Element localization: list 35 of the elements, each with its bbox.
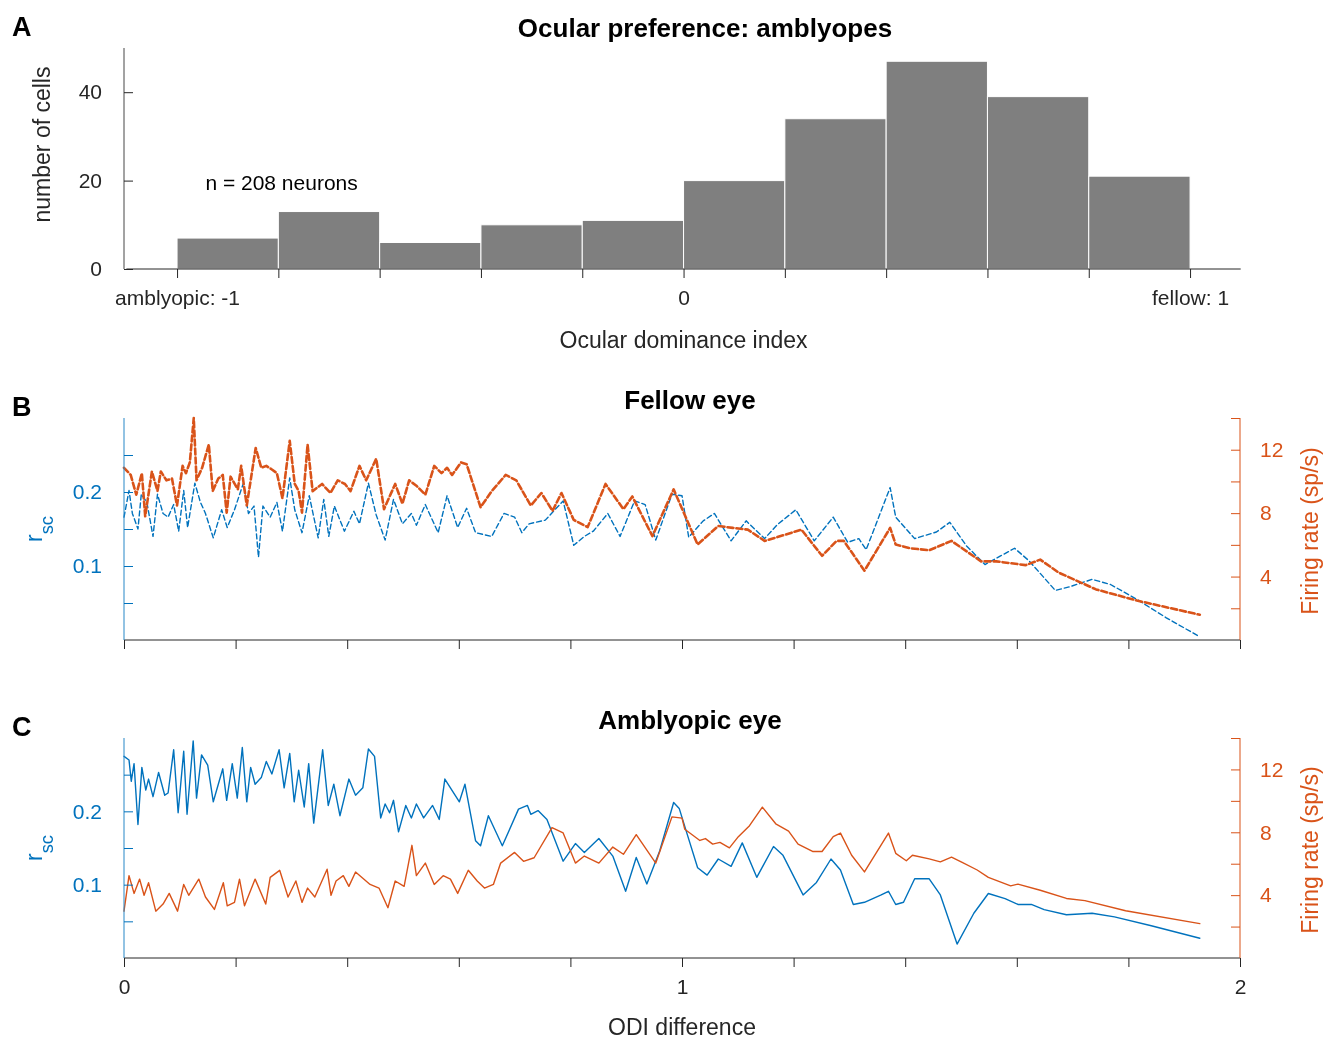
y-tick-label: 0.2	[72, 799, 102, 823]
y2-tick-label: 8	[1260, 501, 1272, 525]
x-tick-label: fellow: 1	[1152, 285, 1230, 309]
text: A	[12, 12, 32, 42]
x-tick-label: 0	[118, 974, 131, 998]
x-tick-label: 1	[676, 974, 689, 998]
y-tick-label: 0.1	[72, 872, 102, 896]
annotation: n = 208 neurons	[205, 171, 358, 194]
x-tick-label: amblyopic: -1	[115, 285, 240, 309]
y2-tick-label: 8	[1260, 820, 1272, 844]
y-axis-title: number of cells	[29, 66, 55, 223]
text: C	[12, 712, 32, 742]
y2-axis-title: Firing rate (sp/s)	[1297, 766, 1323, 934]
y-tick-label: 40	[78, 80, 102, 104]
x-tick-label: 0	[678, 285, 690, 309]
x-axis-title: Ocular dominance index	[559, 327, 809, 353]
text: B	[12, 392, 32, 422]
x-tick-label: 2	[1234, 974, 1247, 998]
y2-tick-label: 12	[1260, 437, 1284, 461]
line-series	[122, 416, 1202, 617]
chart-title: Fellow eye	[624, 385, 756, 415]
line-series	[123, 740, 1201, 945]
y-tick-label: 0	[90, 257, 102, 281]
y-tick-label: 0.2	[72, 480, 102, 504]
chart-title: Ocular preference: amblyopes	[517, 13, 893, 43]
y2-axis-title: Firing rate (sp/s)	[1297, 447, 1323, 615]
y-tick-label: 0.1	[72, 554, 102, 578]
y2-tick-label: 4	[1260, 564, 1272, 588]
x-axis-title: ODI difference	[608, 1014, 756, 1038]
y2-tick-label: 12	[1260, 757, 1284, 781]
line-series	[123, 477, 1199, 637]
y-tick-label: 20	[78, 168, 102, 192]
line-series	[123, 806, 1201, 925]
y2-tick-label: 4	[1260, 883, 1272, 907]
chart-title: Amblyopic eye	[598, 705, 782, 735]
